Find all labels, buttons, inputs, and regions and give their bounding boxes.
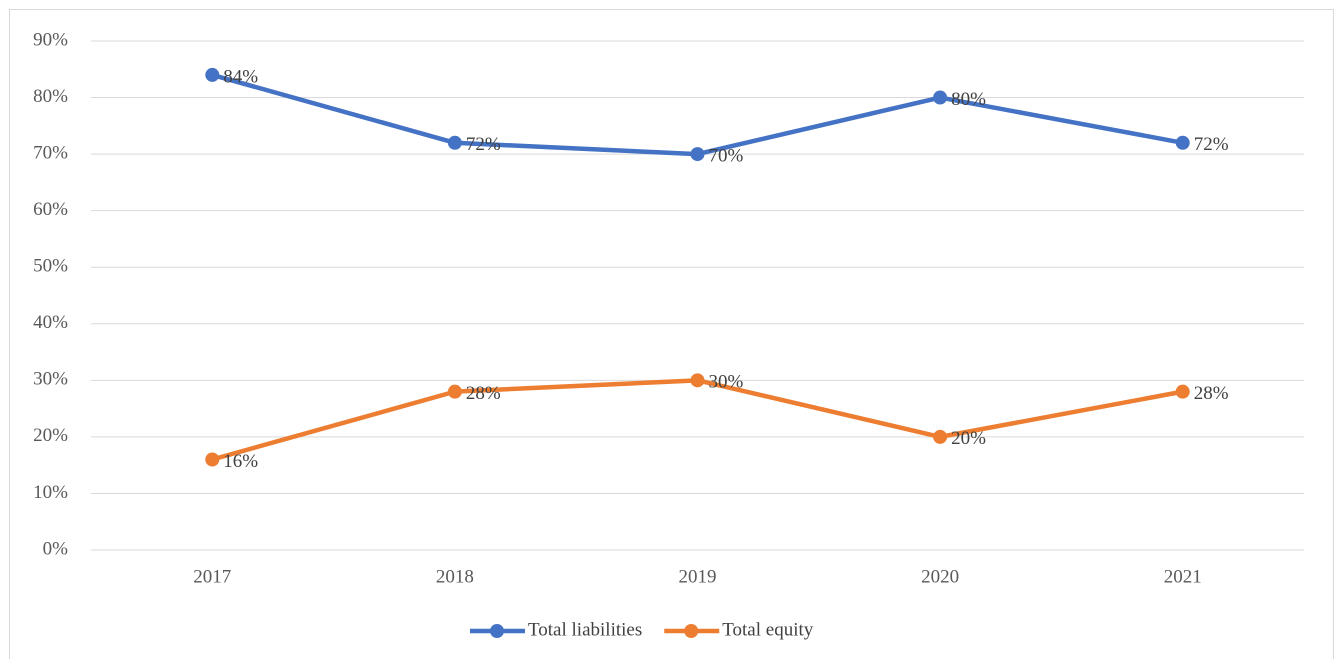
y-tick-label: 70%	[33, 142, 68, 163]
point	[205, 67, 220, 82]
legend-label: Total liabilities	[528, 619, 642, 640]
legend-label: Total equity	[722, 619, 814, 640]
point	[690, 147, 705, 162]
data-label: 70%	[709, 145, 744, 166]
point	[205, 452, 220, 467]
x-tick-label: 2017	[193, 566, 231, 587]
y-tick-label: 40%	[33, 312, 68, 333]
y-tick-label: 80%	[33, 86, 68, 107]
point	[1175, 135, 1190, 150]
point	[690, 373, 705, 388]
point	[933, 90, 948, 105]
point	[447, 384, 462, 399]
data-label: 72%	[466, 134, 501, 155]
y-tick-label: 60%	[33, 199, 68, 220]
y-tick-label: 30%	[33, 369, 68, 390]
x-tick-label: 2018	[436, 566, 474, 587]
data-label: 72%	[1194, 134, 1229, 155]
y-tick-label: 10%	[33, 482, 68, 503]
data-label: 28%	[1194, 383, 1229, 404]
data-label: 84%	[223, 66, 258, 87]
point	[933, 429, 948, 444]
x-tick-label: 2019	[679, 566, 717, 587]
x-tick-label: 2020	[921, 566, 959, 587]
data-label: 20%	[951, 428, 986, 449]
y-tick-label: 0%	[43, 538, 69, 559]
y-tick-label: 50%	[33, 256, 68, 277]
legend-marker	[684, 624, 699, 638]
y-tick-label: 20%	[33, 425, 68, 446]
legend-marker	[490, 624, 504, 638]
data-label: 28%	[466, 383, 501, 404]
point	[1175, 384, 1190, 399]
data-label: 30%	[709, 372, 744, 393]
point	[447, 135, 462, 150]
chart-border	[9, 9, 1334, 659]
x-tick-label: 2021	[1164, 566, 1202, 587]
data-label: 80%	[951, 89, 986, 110]
data-label: 16%	[223, 451, 258, 472]
y-tick-label: 90%	[33, 29, 68, 50]
